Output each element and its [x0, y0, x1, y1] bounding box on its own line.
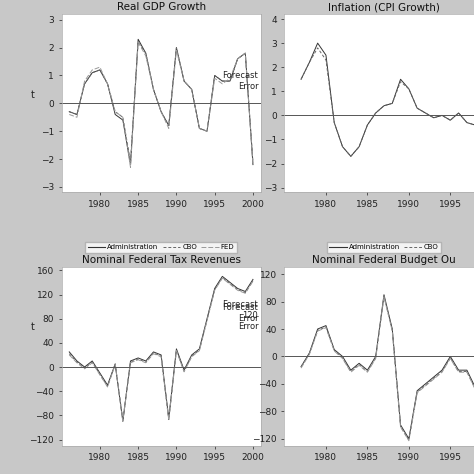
Text: Forecast
120
Error: Forecast 120 Error: [223, 300, 258, 331]
Text: Forecast
Error: Forecast Error: [223, 303, 258, 323]
Legend: Administration, CBO: Administration, CBO: [327, 242, 441, 253]
Title: Real GDP Growth: Real GDP Growth: [117, 2, 206, 12]
Title: Nominal Federal Tax Revenues: Nominal Federal Tax Revenues: [82, 255, 241, 265]
Text: Forecast
Error: Forecast Error: [223, 71, 258, 91]
Text: t: t: [31, 322, 35, 332]
Title: Nominal Federal Budget Ou: Nominal Federal Budget Ou: [312, 255, 456, 265]
Title: Inflation (CPI Growth): Inflation (CPI Growth): [328, 2, 440, 12]
Legend: Administration, CBO, FED: Administration, CBO, FED: [85, 242, 237, 253]
Text: t: t: [31, 90, 35, 100]
